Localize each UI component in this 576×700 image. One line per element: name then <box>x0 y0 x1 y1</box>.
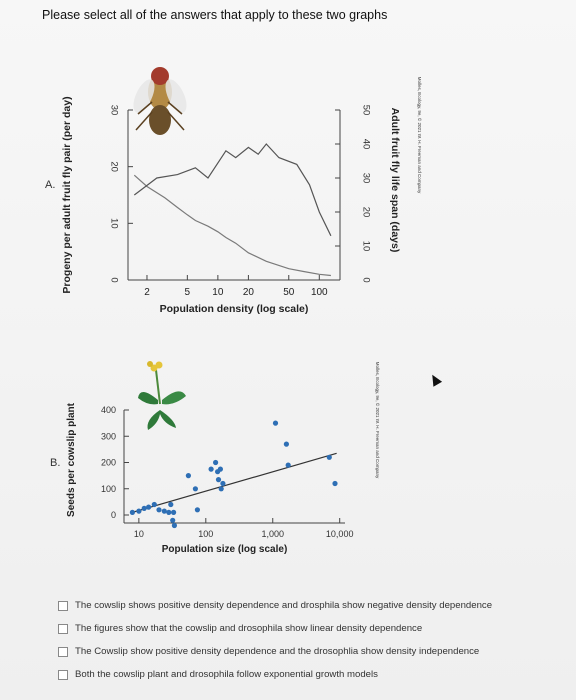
b-data-point <box>194 507 200 513</box>
a-copyright: Molles, Ecology, 9e, © 2021 W. H. Freema… <box>417 77 423 194</box>
b-x-tick-label: 1,000 <box>261 529 284 539</box>
b-data-point <box>208 466 214 472</box>
a-x-tick-label: 5 <box>185 287 191 298</box>
checkbox-1[interactable] <box>58 600 68 611</box>
question-text: Please select all of the answers that ap… <box>42 8 388 22</box>
b-data-point <box>156 507 162 513</box>
b-data-point <box>146 504 152 510</box>
b-y-tick-label: 300 <box>101 431 116 441</box>
b-data-point <box>218 486 224 492</box>
a-series-progeny <box>133 174 331 277</box>
a-series-lifespan <box>133 143 332 237</box>
cowslip-plant-icon <box>138 361 186 430</box>
option-2-label: The figures show that the cowslip and dr… <box>75 623 423 634</box>
b-data-point <box>192 486 198 492</box>
b-x-tick-label: 100 <box>198 529 213 539</box>
b-data-point <box>213 459 219 466</box>
b-data-point <box>171 522 177 529</box>
a-left-tick-label: 20 <box>108 161 119 172</box>
b-data-point <box>283 441 289 447</box>
b-copyright: Molles, Ecology, 9e, © 2021 W. H. Freema… <box>375 362 381 479</box>
b-data-point <box>215 477 222 483</box>
chart-a-density: 0 10 20 30 0 10 20 30 40 50 2 5 10 20 50 100Population … <box>45 67 423 315</box>
b-data-point <box>332 480 338 487</box>
a-x-tick-label: 10 <box>212 287 224 298</box>
b-data-point <box>170 517 176 523</box>
b-data-point <box>129 509 135 515</box>
b-data-point <box>141 505 147 511</box>
a-right-tick-label: 30 <box>360 173 371 184</box>
a-y-axis-title: Progeny per adult fruit fly pair (per da… <box>61 96 73 293</box>
b-data-point <box>185 473 191 479</box>
b-x-axis-title: Population size (log scale) <box>162 544 288 555</box>
a-panel-label: A. <box>45 179 55 191</box>
a-right-tick-label: 10 <box>360 241 371 252</box>
option-4[interactable]: Both the cowslip plant and drosophila fo… <box>58 663 568 686</box>
a-left-tick-label: 10 <box>108 218 119 229</box>
b-data-point <box>326 454 332 460</box>
a-x-axis-title: Population density (log scale) <box>160 303 309 315</box>
option-1-label: The cowslip shows positive density depen… <box>75 600 493 611</box>
a-right-tick-label: 50 <box>360 105 371 116</box>
b-trendline <box>132 452 337 513</box>
answer-options: The cowslip shows positive density depen… <box>58 594 568 686</box>
b-data-point <box>151 501 157 508</box>
b-panel-label: B. <box>50 457 60 469</box>
b-data-point <box>220 480 226 487</box>
checkbox-3[interactable] <box>58 646 68 657</box>
a-left-tick-label: 30 <box>108 105 119 116</box>
b-x-tick-label: 10 <box>134 529 144 539</box>
b-y-axis-title: Seeds per cowslip plant <box>66 402 77 517</box>
b-x-tick-label: 10,000 <box>326 529 354 539</box>
b-data-point <box>285 462 291 468</box>
chart-b-cowslip: 0 100 200 300 400 10 100 1,000 10,000 Population … <box>50 361 381 555</box>
option-4-label: Both the cowslip plant and drosophila fo… <box>75 669 378 680</box>
b-data-point <box>272 420 279 426</box>
a-right-tick-label: 0 <box>360 277 371 282</box>
b-data-point <box>136 508 142 514</box>
b-y-tick-label: 200 <box>101 458 116 468</box>
a-right-tick-label: 40 <box>360 139 371 150</box>
a-x-tick-label: 20 <box>243 287 255 298</box>
a-y2-axis-title: Adult fruit fly life span (days) <box>389 108 401 253</box>
option-3-label: The Cowslip show positive density depend… <box>75 646 480 657</box>
b-data-point <box>166 509 172 515</box>
a-x-tick-label: 50 <box>283 287 295 298</box>
b-data-point <box>217 466 223 472</box>
a-x-tick-label: 2 <box>144 287 150 298</box>
b-data-point <box>161 508 167 514</box>
fruit-fly-icon <box>133 67 187 135</box>
option-3[interactable]: The Cowslip show positive density depend… <box>58 640 568 663</box>
option-2[interactable]: The figures show that the cowslip and dr… <box>58 617 568 640</box>
option-1[interactable]: The cowslip shows positive density depen… <box>58 594 568 617</box>
checkbox-4[interactable] <box>58 669 68 680</box>
b-y-tick-label: 100 <box>101 484 116 494</box>
checkbox-2[interactable] <box>58 623 68 634</box>
b-data-point <box>171 509 177 515</box>
b-y-tick-label: 400 <box>101 405 116 415</box>
b-y-tick-label: 0 <box>111 510 116 520</box>
a-right-tick-label: 20 <box>360 207 371 218</box>
a-left-tick-label: 0 <box>108 277 119 282</box>
b-data-point <box>168 501 174 508</box>
a-x-tick-label: 100 <box>311 287 328 298</box>
